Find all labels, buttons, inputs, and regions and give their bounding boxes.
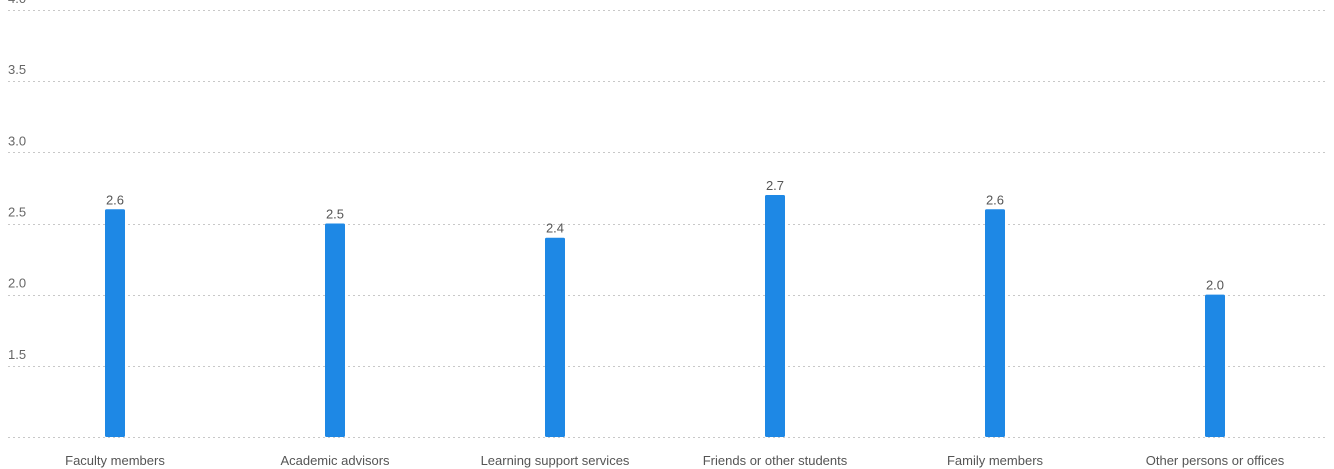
bar	[1205, 294, 1225, 437]
bar	[545, 237, 565, 437]
y-tick-label: 1.5	[8, 347, 26, 362]
data-label: 2.4	[546, 221, 564, 236]
x-tick-label: Learning support services	[481, 453, 630, 468]
bar	[985, 209, 1005, 437]
data-label: 2.5	[326, 207, 344, 222]
y-tick-label: 3.5	[8, 62, 26, 77]
x-tick-label: Family members	[947, 453, 1044, 468]
data-labels: 2.6 2.5 2.4 2.7 2.6 2.0	[106, 178, 1224, 293]
bar	[105, 209, 125, 437]
y-tick-label: 2.0	[8, 276, 26, 291]
x-tick-label: Academic advisors	[280, 453, 390, 468]
y-axis-ticks: 1.5 2.0 2.5 3.0 3.5 4.0	[8, 0, 26, 362]
y-tick-label: 4.0	[8, 0, 26, 6]
bar	[765, 195, 785, 437]
bars	[105, 195, 1225, 437]
data-label: 2.0	[1206, 278, 1224, 293]
x-tick-label: Faculty members	[65, 453, 165, 468]
bar	[325, 223, 345, 437]
y-tick-label: 2.5	[8, 205, 26, 220]
data-label: 2.6	[986, 192, 1004, 207]
x-tick-label: Friends or other students	[703, 453, 848, 468]
x-axis-ticks: Faculty members Academic advisors Learning…	[65, 453, 1285, 468]
y-tick-label: 3.0	[8, 133, 26, 148]
x-tick-label: Other persons or offices	[1146, 453, 1285, 468]
grid-lines	[8, 10, 1328, 438]
data-label: 2.7	[766, 178, 784, 193]
data-label: 2.6	[106, 192, 124, 207]
